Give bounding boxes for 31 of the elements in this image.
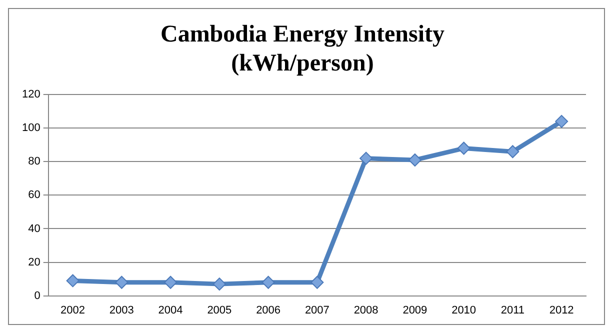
x-tick-label: 2012 xyxy=(549,304,574,316)
x-tick-label: 2005 xyxy=(207,304,232,316)
x-tick-label: 2011 xyxy=(500,304,525,316)
point xyxy=(457,142,470,155)
point xyxy=(66,274,80,288)
text: (kWh/person) xyxy=(231,50,374,76)
y-tick-label: 100 xyxy=(22,122,40,134)
x-tick-label: 2008 xyxy=(354,304,378,316)
x-tick-label: 2004 xyxy=(158,304,183,316)
y-tick-label: 0 xyxy=(34,290,40,302)
point xyxy=(408,153,422,166)
text: Cambodia Energy Intensity xyxy=(160,22,445,48)
point xyxy=(555,114,568,128)
point xyxy=(262,276,275,289)
x-tick-label: 2009 xyxy=(402,304,428,316)
y-tick-label: 40 xyxy=(28,222,40,235)
y-tick-label: 60 xyxy=(28,189,40,202)
y-tick-label: 80 xyxy=(28,156,40,168)
x-tick-label: 2003 xyxy=(109,304,134,316)
point xyxy=(310,276,324,289)
x-tick-label: 2010 xyxy=(452,304,476,316)
x-tick-label: 2007 xyxy=(304,304,330,316)
y-tick-label: 120 xyxy=(22,88,40,101)
y-tick-label: 20 xyxy=(28,256,40,268)
point xyxy=(164,276,178,289)
point xyxy=(212,278,226,291)
point xyxy=(360,152,373,165)
x-tick-label: 2002 xyxy=(60,304,86,316)
point xyxy=(115,276,128,289)
point xyxy=(506,145,520,158)
x-tick-label: 2006 xyxy=(256,304,281,316)
